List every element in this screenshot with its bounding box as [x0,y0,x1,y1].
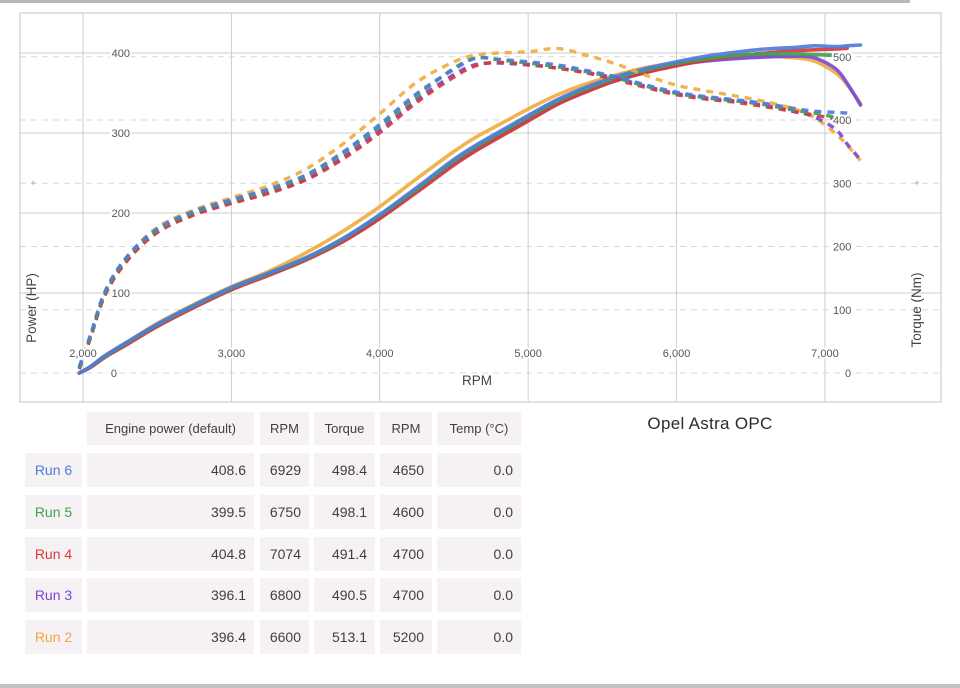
table-row: 4700 [380,578,432,612]
power-tick-label: 200 [112,208,130,220]
column-header-1: Engine power (default) [87,412,254,445]
table-row: 404.8 [87,537,254,571]
left-axis-title: Power (HP) [24,273,39,343]
torque-tick-label: 100 [833,305,851,317]
table-row: 513.1 [314,620,375,654]
x-tick-label: 7,000 [811,348,839,360]
torque-tick-label: 500 [833,52,851,64]
torque-curve-run-4 [77,60,848,370]
power-tick-label: 400 [112,48,130,60]
table-row: 0.0 [437,495,521,529]
x-tick-label: 2,000 [69,348,97,360]
x-axis-title: RPM [462,373,492,388]
table-row: 396.1 [87,578,254,612]
table-row: 0.0 [437,453,521,487]
minor-tick-mark: + [914,178,919,188]
table-row: 6600 [260,620,309,654]
power-tick-label: 100 [112,288,130,300]
torque-tick-label: 200 [833,242,851,254]
right-zero-label: 0 [845,368,851,380]
column-header-3: Torque [314,412,375,445]
chart-canvas: + +2,000 3,000 4,000 5,000 6,000 7,000 0 100 200 3… [19,12,942,403]
run-label-run-5[interactable]: Run 5 [25,495,82,529]
column-header-2: RPM [260,412,309,445]
power-tick-label: 300 [112,128,130,140]
window-bottom-border [0,684,960,688]
power-curve-run-6 [77,43,863,375]
table-row: 408.6 [87,453,254,487]
table-row: 5200 [380,620,432,654]
table-row: 0.0 [437,620,521,654]
table-row: 490.5 [314,578,375,612]
runs-table: Engine power (default) RPM Torque RPM Temp (… [0,412,960,672]
table-row: 4700 [380,537,432,571]
table-row: 498.1 [314,495,375,529]
power-torque-chart: + +2,000 3,000 4,000 5,000 6,000 7,000 0 100 200 3… [19,12,942,403]
left-zero-label: 0 [111,368,117,380]
run-label-run-3[interactable]: Run 3 [25,578,82,612]
x-tick-label: 5,000 [514,348,542,360]
table-row: 0.0 [437,537,521,571]
column-header-5: Temp (°C) [437,412,521,445]
x-tick-label: 3,000 [218,348,246,360]
table-row: 396.4 [87,620,254,654]
run-label-run-4[interactable]: Run 4 [25,537,82,571]
table-row: 4600 [380,495,432,529]
torque-tick-label: 300 [833,178,851,190]
table-row: 498.4 [314,453,375,487]
minor-tick-mark: + [30,178,35,188]
torque-tick-label: 400 [833,115,851,127]
table-row: 0.0 [437,578,521,612]
run-label-run-2[interactable]: Run 2 [25,620,82,654]
table-row: 7074 [260,537,309,571]
plot-frame [19,12,942,403]
x-tick-label: 4,000 [366,348,394,360]
table-row: 491.4 [314,537,375,571]
window-top-border [0,0,910,3]
run-label-run-6[interactable]: Run 6 [25,453,82,487]
column-header-4: RPM [380,412,432,445]
torque-curve-run-2 [77,46,862,368]
table-row: 6800 [260,578,309,612]
torque-curve-run-6 [77,55,848,368]
table-row: 6929 [260,453,309,487]
right-axis-title: Torque (Nm) [909,272,924,347]
x-tick-label: 6,000 [663,348,691,360]
table-row: 399.5 [87,495,254,529]
table-row: 4650 [380,453,432,487]
chart-title: Opel Astra OPC [647,414,773,433]
table-row: 6750 [260,495,309,529]
